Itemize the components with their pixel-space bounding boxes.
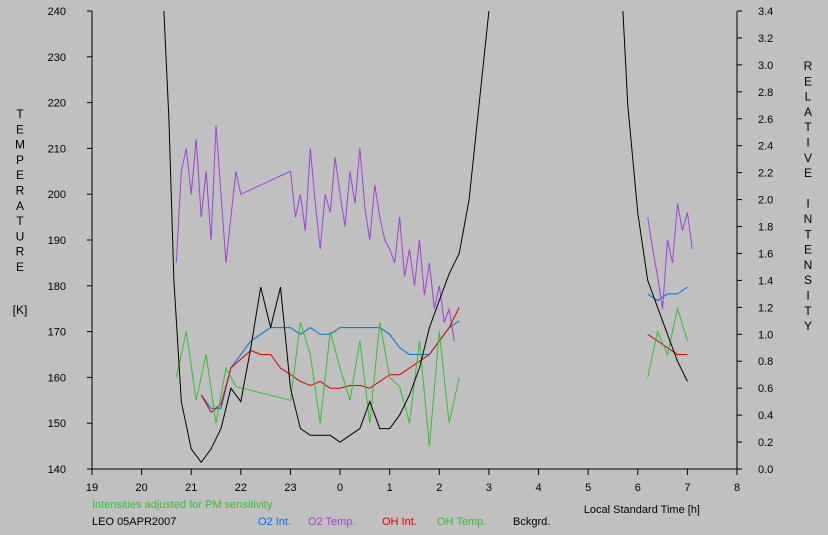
- series-line-bckgrd: [163, 11, 490, 464]
- left-tick-label: 240: [48, 6, 66, 18]
- right-axis-title-letter: T: [804, 120, 812, 134]
- left-tick-label: 150: [48, 418, 66, 430]
- series-line-bckgrd: [622, 11, 688, 382]
- right-tick-label: 0.8: [758, 356, 773, 368]
- left-tick-label: 210: [48, 143, 66, 155]
- legend-entry-o2-int: O2 Int.: [258, 516, 291, 528]
- legend-entry-bckgrd: Bckgrd.: [513, 516, 550, 528]
- series-line-o2-temp: [647, 203, 693, 309]
- left-axis-title-letter: P: [16, 153, 24, 167]
- legend-entry-o2-temp: O2 Temp.: [308, 516, 356, 528]
- left-tick-label: 190: [48, 235, 66, 247]
- right-axis-title-letter: S: [804, 273, 812, 287]
- right-tick-label: 3.4: [758, 6, 773, 18]
- x-tick-label: 3: [486, 482, 492, 494]
- left-axis-title-letter: E: [16, 260, 24, 274]
- right-axis-title-letter: I: [806, 289, 809, 303]
- right-axis-title-letter: E: [804, 243, 812, 257]
- right-tick-label: 2.6: [758, 114, 773, 126]
- right-axis-title-letter: N: [804, 258, 813, 272]
- left-axis-title-letter: T: [16, 214, 24, 228]
- left-tick-label: 220: [48, 98, 66, 110]
- series-line-oh-temp: [647, 306, 688, 378]
- left-tick-label: 140: [48, 464, 66, 476]
- right-tick-label: 1.0: [758, 329, 773, 341]
- right-axis-title-letter: E: [804, 74, 812, 88]
- pm-sensitivity-note: Intensities adjusted for PM sensitivity: [92, 499, 273, 511]
- left-axis-title-letter: R: [16, 245, 25, 259]
- x-tick-label: 2: [436, 482, 442, 494]
- right-tick-label: 2.4: [758, 141, 773, 153]
- station-date-label: LEO 05APR2007: [92, 516, 176, 528]
- left-axis-title-letter: E: [16, 168, 24, 182]
- right-axis-title-letter: A: [804, 105, 812, 119]
- right-tick-label: 1.2: [758, 302, 773, 314]
- x-tick-label: 21: [185, 482, 197, 494]
- right-axis-title-letter: V: [804, 151, 812, 165]
- right-tick-label: 2.8: [758, 87, 773, 99]
- right-tick-label: 0.2: [758, 437, 773, 449]
- right-tick-label: 0.4: [758, 410, 773, 422]
- right-axis-title-letter: T: [804, 227, 812, 241]
- right-tick-label: 2.0: [758, 195, 773, 207]
- left-axis-title-letter: T: [16, 107, 24, 121]
- left-tick-label: 230: [48, 52, 66, 64]
- right-axis-title-letter: I: [806, 136, 809, 150]
- right-axis-title-letter: Y: [804, 319, 812, 333]
- x-tick-label: 0: [337, 482, 343, 494]
- right-tick-label: 1.4: [758, 275, 773, 287]
- left-axis-title-letter: A: [16, 199, 24, 213]
- left-axis-unit: [K]: [13, 303, 28, 317]
- left-tick-label: 170: [48, 327, 66, 339]
- right-axis-title-letter: T: [804, 304, 812, 318]
- legend-entry-oh-int: OH Int.: [382, 516, 417, 528]
- x-tick-label: 22: [235, 482, 247, 494]
- x-tick-label: 4: [535, 482, 541, 494]
- right-axis-title-letter: I: [806, 197, 809, 211]
- right-axis-title-letter: N: [804, 212, 813, 226]
- series-line-oh-int: [200, 307, 460, 414]
- left-tick-label: 200: [48, 189, 66, 201]
- x-tick-label: 8: [734, 482, 740, 494]
- legend-entry-oh-temp: OH Temp.: [437, 516, 486, 528]
- x-tick-label: 7: [684, 482, 690, 494]
- series-line-oh-temp: [175, 322, 460, 447]
- right-tick-label: 3.0: [758, 60, 773, 72]
- right-tick-label: 1.6: [758, 248, 773, 260]
- x-tick-label: 5: [585, 482, 591, 494]
- left-tick-label: 160: [48, 372, 66, 384]
- right-tick-label: 1.8: [758, 222, 773, 234]
- series-line-oh-int: [647, 333, 688, 355]
- right-axis-title-letter: R: [804, 59, 813, 73]
- left-axis-title-letter: R: [16, 184, 25, 198]
- left-tick-label: 180: [48, 281, 66, 293]
- right-tick-label: 3.2: [758, 33, 773, 45]
- x-tick-label: 6: [635, 482, 641, 494]
- left-axis-title-letter: E: [16, 122, 24, 136]
- x-tick-label: 1: [387, 482, 393, 494]
- series-line-o2-temp: [175, 125, 455, 341]
- right-axis-title-letter: L: [805, 90, 812, 104]
- x-axis-title: Local Standard Time [h]: [584, 504, 700, 516]
- left-axis-title-letter: M: [15, 138, 25, 152]
- right-tick-label: 0.0: [758, 464, 773, 476]
- x-tick-label: 20: [135, 482, 147, 494]
- left-axis-title-letter: U: [16, 229, 25, 243]
- x-tick-label: 23: [284, 482, 296, 494]
- x-tick-label: 19: [86, 482, 98, 494]
- right-tick-label: 0.6: [758, 383, 773, 395]
- right-tick-label: 2.2: [758, 168, 773, 180]
- right-axis-title-letter: E: [804, 166, 812, 180]
